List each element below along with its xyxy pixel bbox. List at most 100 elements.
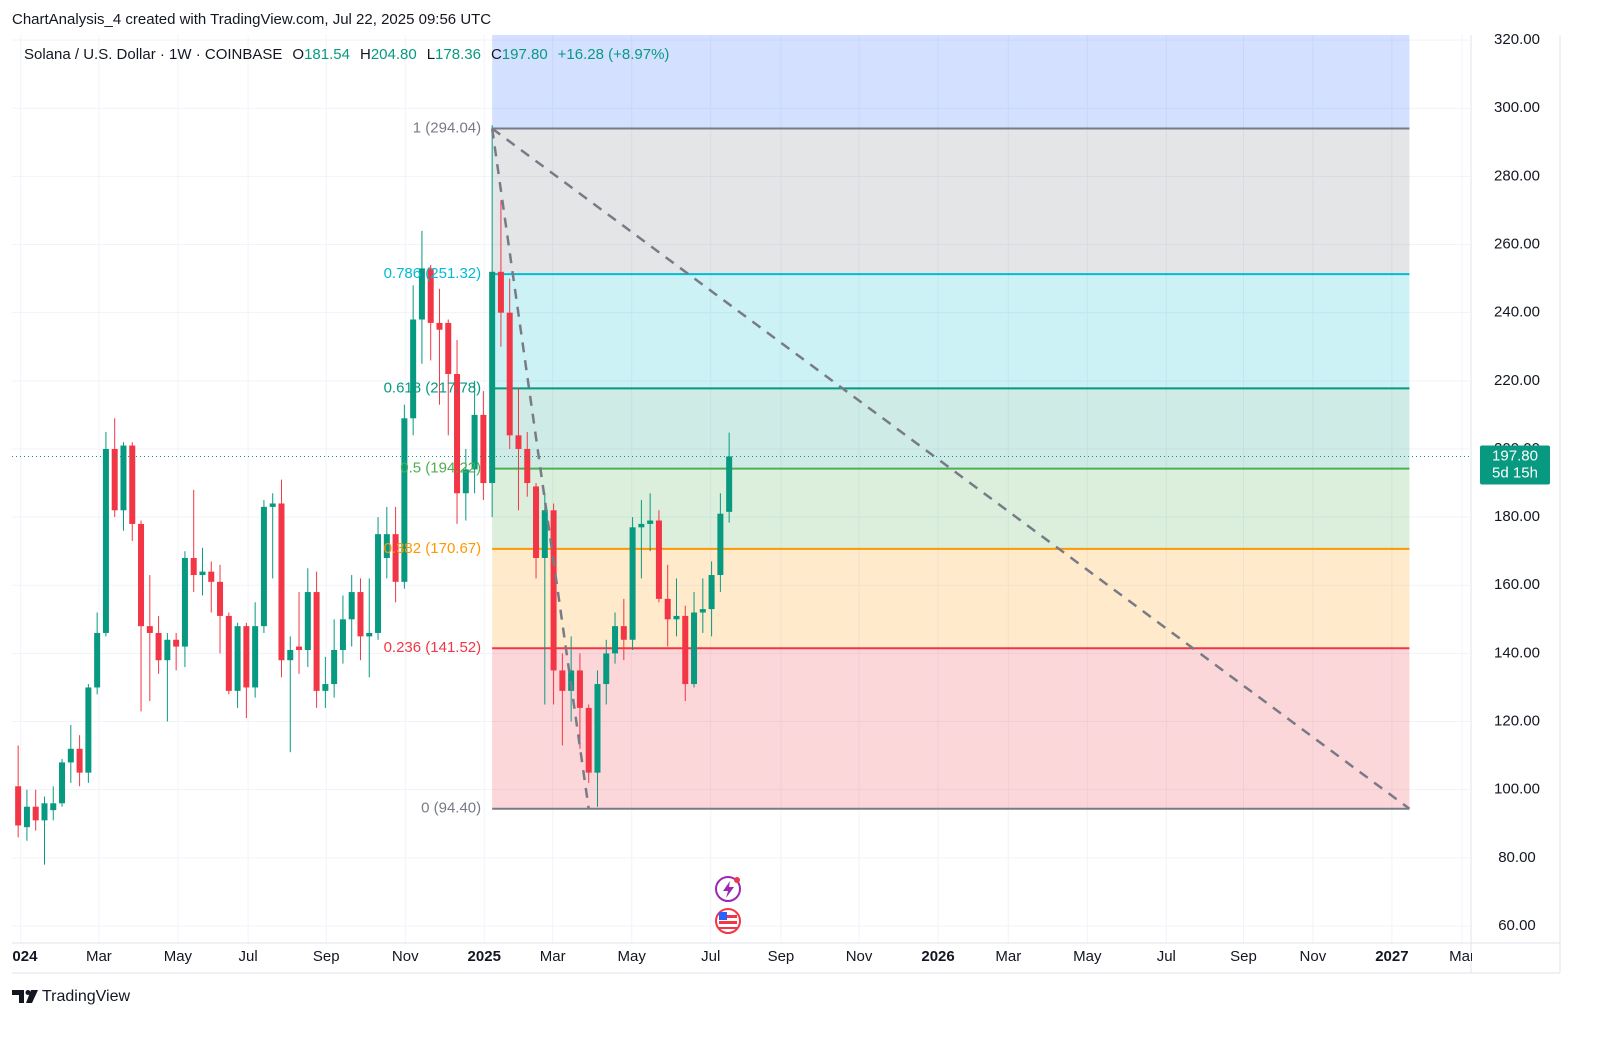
y-tick-label: 240.00 — [1494, 304, 1540, 321]
candle-body — [164, 639, 171, 661]
candle-body — [111, 448, 118, 511]
x-tick-label: Sep — [1230, 948, 1257, 965]
candle-body — [366, 632, 373, 637]
candle-body — [313, 592, 320, 691]
candle-body — [612, 626, 619, 654]
fib-level-label: 0.5 (194.22) — [400, 460, 481, 477]
candle-body — [454, 374, 461, 494]
fib-extension-band — [492, 35, 1410, 129]
candle-body — [50, 803, 57, 811]
candle-body — [638, 523, 645, 528]
candles — [15, 125, 733, 865]
header-title: ChartAnalysis_4 created with TradingView… — [12, 11, 491, 28]
candle-body — [533, 486, 540, 558]
candle-body — [146, 626, 153, 633]
candle-body — [436, 322, 443, 330]
fib-band — [492, 274, 1410, 389]
candle-body — [576, 670, 583, 708]
candle-body — [673, 615, 680, 620]
logo-shape — [26, 990, 38, 1003]
candle-body — [94, 632, 101, 688]
candle-body — [32, 806, 39, 821]
candle-body — [717, 513, 724, 576]
candle-body — [190, 557, 197, 576]
candle-body — [217, 581, 224, 616]
price-tag-box — [1480, 445, 1550, 485]
x-tick-label: Mar — [1449, 948, 1475, 965]
candle-body — [471, 414, 478, 470]
candle-body — [67, 748, 74, 763]
y-tick-label: 260.00 — [1494, 236, 1540, 253]
y-tick-label: 140.00 — [1494, 644, 1540, 661]
candle-body — [155, 632, 162, 661]
candle-body — [410, 319, 417, 419]
candle-body — [699, 609, 706, 613]
candle-body — [559, 670, 566, 691]
y-tick-label: 160.00 — [1494, 576, 1540, 593]
candle-body — [243, 626, 250, 688]
candle-body — [568, 670, 575, 691]
candle-body — [199, 571, 206, 576]
candle-body — [655, 520, 662, 599]
candle-body — [726, 456, 733, 512]
candle-body — [691, 612, 698, 685]
fib-level-label: 0.618 (217.78) — [384, 379, 482, 396]
x-tick-label: Jul — [239, 948, 258, 965]
candle-body — [541, 510, 548, 558]
x-tick-label: Sep — [768, 948, 795, 965]
candle-body — [331, 649, 338, 685]
legend-key: C — [491, 46, 502, 63]
candle-body — [524, 448, 531, 484]
y-tick-label: 100.00 — [1494, 781, 1540, 798]
fib-level-label: 0.382 (170.67) — [384, 540, 482, 557]
candle-body — [418, 268, 425, 320]
candle-body — [506, 312, 513, 436]
candle-body — [260, 506, 267, 627]
y-tick-label: 180.00 — [1494, 508, 1540, 525]
x-tick-label: Nov — [1300, 948, 1327, 965]
x-tick-label: Jul — [1157, 948, 1176, 965]
legend-value: 178.36 — [435, 46, 481, 63]
legend-change: +16.28 (+8.97%) — [558, 46, 670, 63]
candle-body — [129, 445, 136, 524]
fib-band — [492, 468, 1410, 549]
flag-stripe — [719, 927, 737, 929]
legend-key: L — [427, 46, 435, 63]
candle-body — [445, 322, 452, 375]
candle-body — [515, 435, 522, 449]
legend-key: H — [360, 46, 371, 63]
y-tick-label: 220.00 — [1494, 372, 1540, 389]
candle-body — [708, 575, 715, 610]
fib-band — [492, 648, 1410, 809]
candle-body — [181, 557, 188, 647]
price-tag-label: 197.80 — [1492, 447, 1538, 464]
y-axis: 60.00 80.00 100.00 120.00 140.00 160.00 180.00… — [1494, 31, 1540, 934]
candle-body — [585, 707, 592, 773]
candle-body — [647, 520, 654, 524]
flag-stripe — [719, 921, 737, 924]
x-tick-label: Mar — [86, 948, 112, 965]
x-tick-label: May — [618, 948, 647, 965]
candle-body — [296, 646, 303, 650]
candle-body — [401, 418, 408, 582]
fib-labels: 1 (294.04) 0.786 (251.32) 0.618 (217.78) 0.… — [384, 120, 482, 817]
candle-body — [85, 687, 92, 773]
x-tick-label: Mar — [995, 948, 1021, 965]
price-tag-countdown: 5d 15h — [1492, 464, 1538, 481]
candle-body — [392, 534, 399, 582]
overlay — [12, 127, 1470, 810]
candle-body — [375, 534, 382, 633]
x-tick-label: 2025 — [468, 948, 501, 965]
x-tick-label: Mar — [540, 948, 566, 965]
legend-value: 181.54 — [304, 46, 350, 63]
fib-band — [492, 548, 1410, 649]
candle-body — [138, 523, 145, 627]
fib-band — [492, 388, 1410, 469]
legend-title: Solana / U.S. Dollar · 1W · COINBASE — [24, 46, 282, 63]
x-tick-label: May — [1073, 948, 1102, 965]
candle-body — [682, 615, 689, 685]
candle-body — [480, 414, 487, 484]
candle-body — [620, 626, 627, 640]
candle-body — [252, 626, 259, 688]
